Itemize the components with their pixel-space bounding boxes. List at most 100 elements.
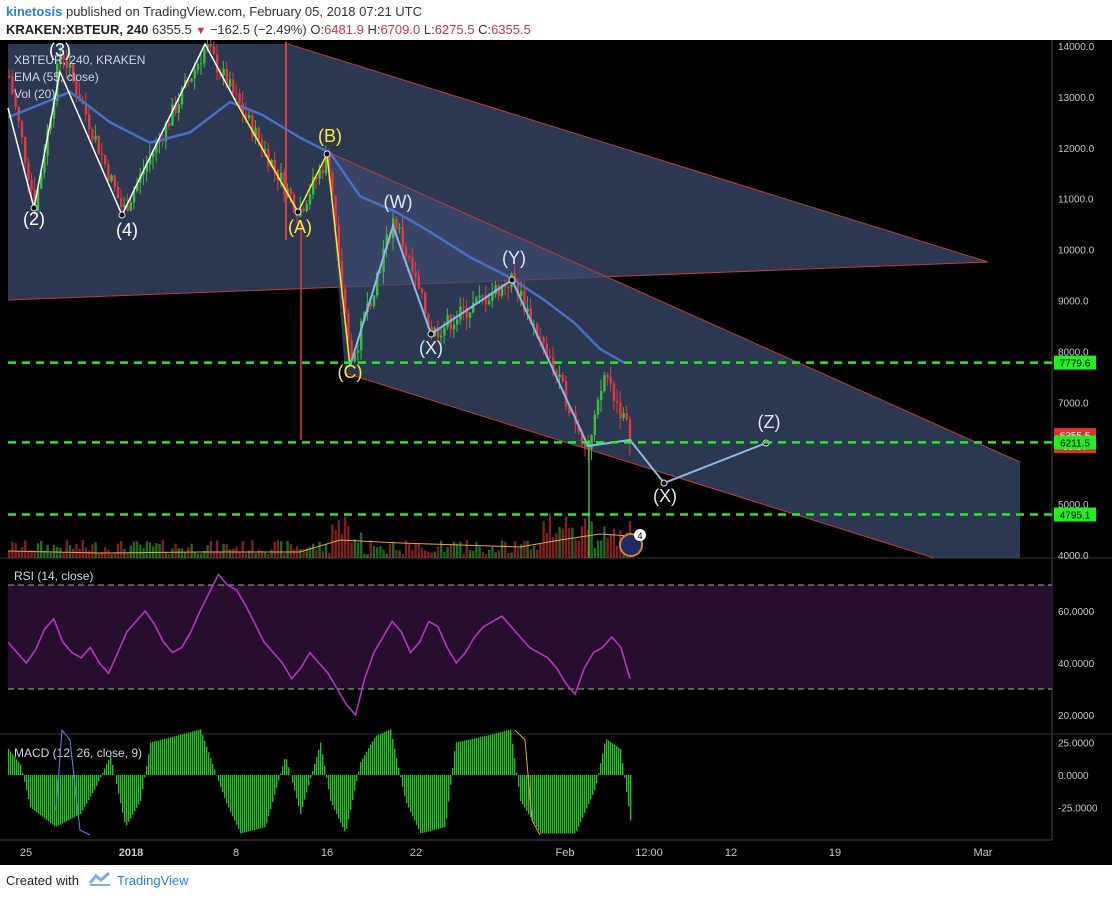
macd-hist-bar [128,775,130,822]
macd-hist-bar [238,775,240,830]
macd-hist-bar [60,775,62,825]
macd-hist-bar [236,775,238,825]
candle-body [513,273,516,281]
high-value: 6709.0 [380,22,421,37]
macd-hist-bar [416,775,418,825]
macd-hist-bar [72,775,74,819]
volume-bar [190,543,193,558]
candle-body [523,290,526,312]
macd-hist-bar [64,775,66,823]
volume-bar [561,528,564,558]
volume-bar [609,534,612,558]
wave-label: (X) [653,486,677,506]
candle-body [475,297,478,303]
macd-hist-bar [586,775,588,809]
candle-body [427,314,430,327]
candle-body [465,307,468,318]
candle-body [360,321,363,351]
candle-body [180,87,184,105]
candle-body [459,306,462,320]
high-label: H: [367,22,381,37]
candle-body [97,135,100,154]
volume-bar [180,548,184,558]
macd-hist-bar [104,768,106,775]
macd-hist-bar [356,775,358,782]
macd-hist-bar [490,734,492,775]
rsi-band [8,585,1052,689]
volume-bar [452,541,456,558]
candle-body [372,295,376,307]
macd-hist-bar [146,765,148,775]
volume-bar [88,550,91,558]
candle-body [126,204,129,211]
candle-body [267,149,270,167]
macd-hist-bar [200,729,202,775]
candle-body [24,137,27,163]
macd-hist-bar [192,731,194,775]
macd-hist-bar [264,775,266,828]
candle-body [142,171,145,175]
volume-bar [216,540,219,558]
volume-bar [276,540,280,558]
tradingview-link[interactable]: TradingView [117,873,189,888]
volume-bar [414,543,417,558]
author-link[interactable]: kinetosis [6,4,63,19]
wave-label: (3) [49,40,71,60]
candle-body [472,302,475,313]
channel-lower-line [344,372,935,559]
descending-channel [328,152,1020,558]
candle-body [568,406,571,413]
macd-hist-bar [304,775,306,800]
macd-hist-bar [592,775,594,795]
macd-hist-bar [486,735,488,775]
candle-body [328,154,331,173]
macd-hist-bar [140,775,142,801]
volume-bar [523,540,526,558]
candle-body [260,140,264,151]
volume-bar [110,553,113,558]
macd-hist-bar [52,775,54,825]
macd-hist-bar [184,733,186,775]
volume-bar [596,540,600,558]
macd-hist-bar [460,741,462,775]
macd-tick: 0.0000 [1058,771,1089,782]
main-legend-0: XBTEUR, 240, KRAKEN [14,53,145,67]
time-tick: 25 [20,847,32,859]
macd-hist-bar [120,775,122,804]
macd-hist-bar [546,775,548,834]
macd-hist-bar [488,735,490,775]
price-tick: 14000.0 [1058,42,1095,53]
candle-body [545,343,548,357]
candle-body [292,194,296,212]
candle-body [411,257,414,272]
macd-hist-bar [342,775,344,827]
candle-body [235,92,238,94]
candle-body [600,391,603,400]
macd-hist-bar [590,775,592,800]
volume-bar [142,548,145,558]
candle-body [88,114,91,130]
candle-body [203,48,206,64]
macd-hist-bar [36,775,38,813]
candle-body [520,290,523,296]
chart-area[interactable]: (3) (2) (4) (B) (A) (C) (W) (X) (Y) (X) (Z) XBTEUR,… [0,31,1112,865]
volume-bar [459,541,462,558]
candle-body [145,164,148,172]
macd-hist-bar [316,756,318,775]
candle-body [68,63,72,68]
rsi-tick: 60.0000 [1058,607,1095,618]
candle-body [481,295,484,297]
candle-body [548,356,552,358]
wave-label: (2) [23,209,45,229]
candle-body [555,370,558,378]
macd-hist-bar [202,735,204,775]
macd-hist-bar [296,775,298,799]
volume-bar [491,546,494,558]
macd-hist-bar [372,741,374,775]
volume-bar [494,552,497,558]
candle-body [344,288,347,314]
macd-hist-bar [152,741,154,775]
macd-hist-bar [620,749,622,775]
price-tick: 10000.0 [1058,246,1095,257]
macd-hist-bar [204,740,206,775]
